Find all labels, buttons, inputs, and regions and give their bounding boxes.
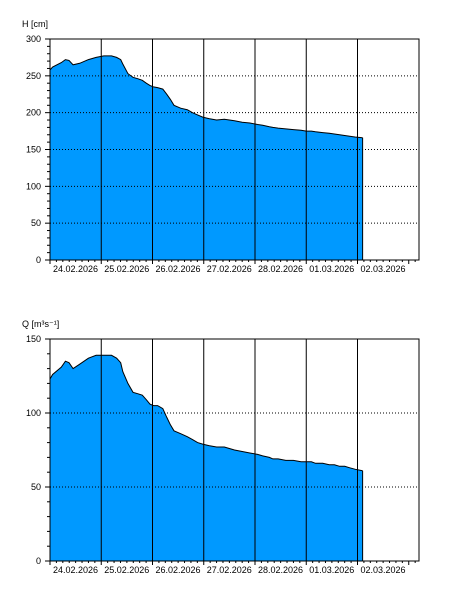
y-tick-label: 0: [36, 255, 41, 265]
x-tick-label: 24.02.2026: [53, 264, 98, 274]
x-tick-label: 26.02.2026: [156, 565, 201, 575]
plot-frame: [49, 38, 420, 261]
y-tick-label: 50: [31, 482, 41, 492]
y-tick-label: 50: [31, 218, 41, 228]
x-tick-label: 01.03.2026: [309, 264, 354, 274]
discharge-chart: 0 50 100 150 24.02.2026 25.02.2026 26.02.2026 2…: [22, 319, 420, 575]
x-tick-label: 02.03.2026: [361, 565, 406, 575]
y-axis-title: H [cm]: [22, 19, 48, 29]
x-tick-label: 25.02.2026: [104, 264, 149, 274]
y-tick-label: 250: [26, 71, 41, 81]
series-area: [50, 55, 363, 261]
y-tick-label: 150: [26, 145, 41, 155]
x-tick-label: 26.02.2026: [156, 264, 201, 274]
x-tick-label: 28.02.2026: [258, 565, 303, 575]
water-level-chart: 0 50 100 150 200 250 300 24.02.2026 25.02.2026 26…: [22, 19, 420, 274]
y-axis-title: Q [m³s⁻¹]: [22, 319, 59, 329]
x-tick-label: 28.02.2026: [258, 264, 303, 274]
x-tick-label: 27.02.2026: [207, 264, 252, 274]
x-tick-label: 01.03.2026: [309, 565, 354, 575]
x-tick-label: 24.02.2026: [53, 565, 98, 575]
y-tick-label: 300: [26, 34, 41, 44]
series-line: [49, 354, 363, 472]
y-tick-label: 100: [26, 408, 41, 418]
x-tick-label: 27.02.2026: [207, 565, 252, 575]
plot-frame: [49, 338, 420, 562]
series-area: [50, 355, 363, 561]
y-tick-label: 200: [26, 108, 41, 118]
y-tick-label: 100: [26, 181, 41, 191]
y-tick-label: 150: [26, 334, 41, 344]
series-line: [49, 55, 363, 139]
x-tick-label: 02.03.2026: [361, 264, 406, 274]
y-tick-label: 0: [36, 556, 41, 566]
x-tick-label: 25.02.2026: [104, 565, 149, 575]
